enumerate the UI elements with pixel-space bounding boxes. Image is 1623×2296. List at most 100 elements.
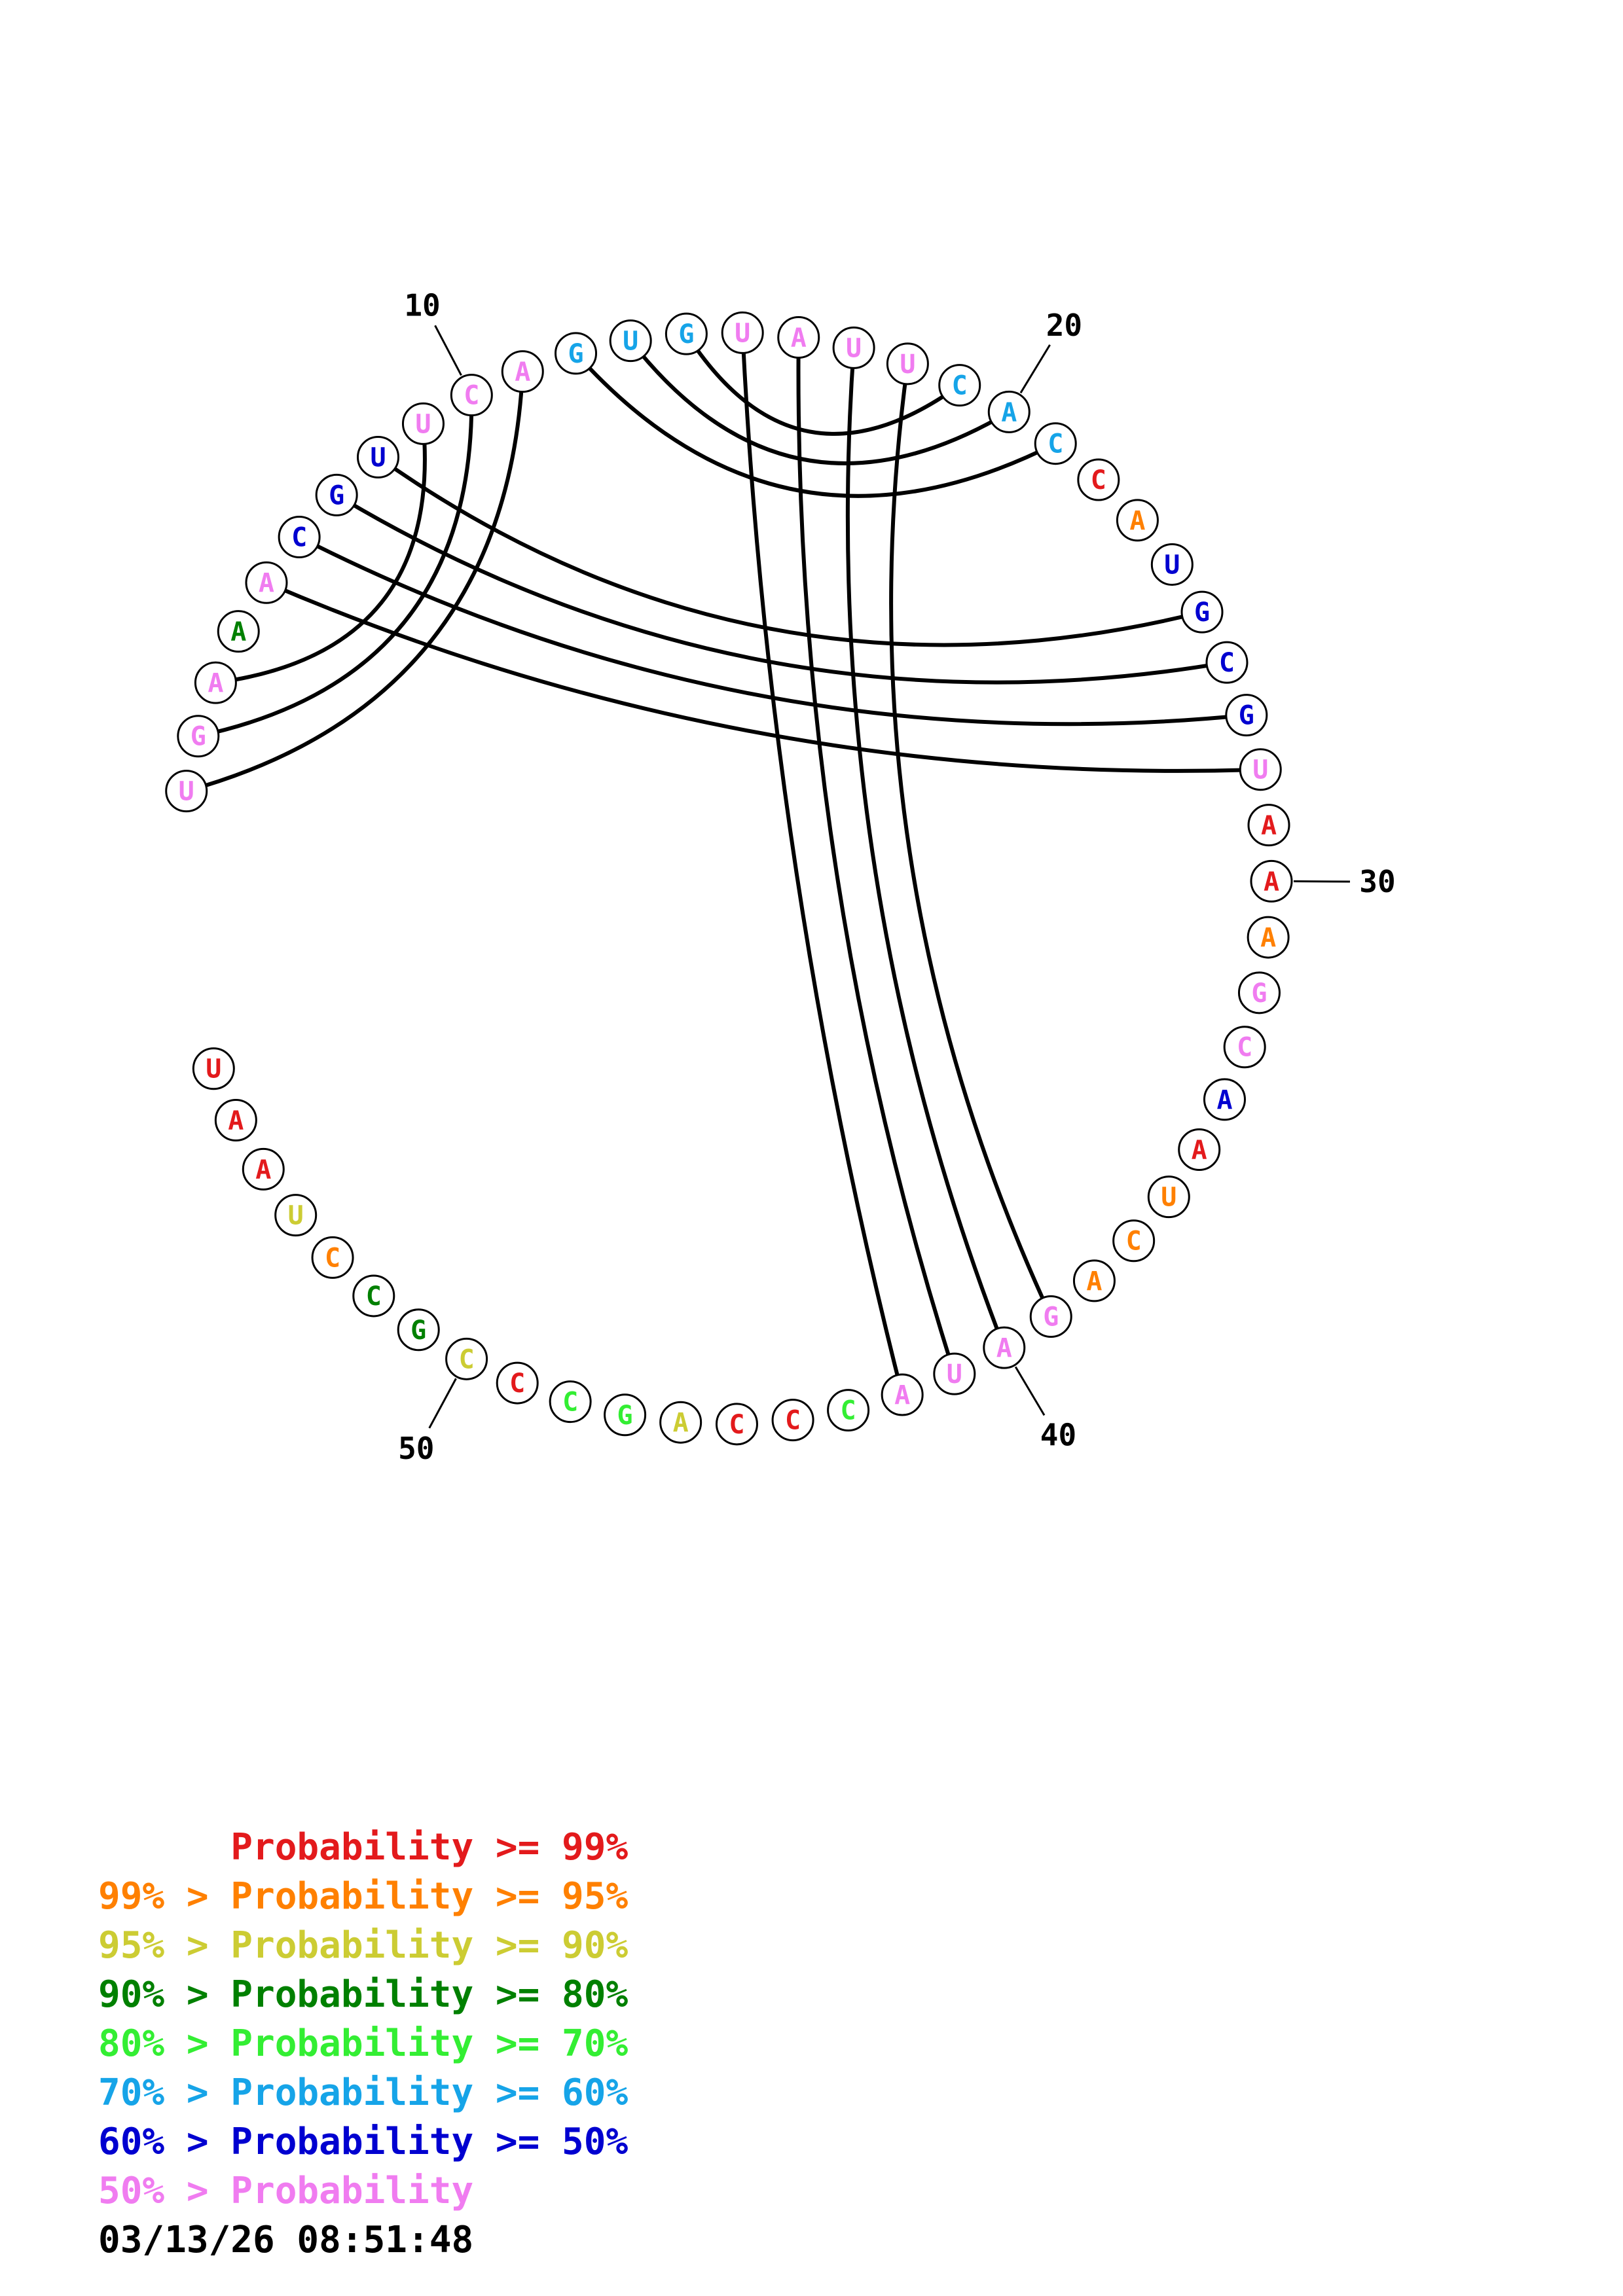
- position-number: 50: [398, 1431, 434, 1466]
- nucleotide-letter: C: [509, 1369, 525, 1399]
- nucleotide: U: [401, 402, 445, 445]
- nucleotide: U: [1147, 1175, 1190, 1219]
- position-tick: [1014, 1366, 1046, 1416]
- nucleotide-circle: [214, 1099, 257, 1142]
- nucleotide-circle: [1223, 1026, 1266, 1069]
- nucleotide: C: [352, 1274, 395, 1318]
- nucleotide-letter: A: [1260, 923, 1276, 953]
- nucleotide-circle: [357, 435, 400, 478]
- nucleotide-letter: U: [1161, 1183, 1176, 1213]
- nucleotide-circle: [933, 1352, 976, 1395]
- probability-legend: Probability >= 99% 99% > Probability >= 9…: [98, 1823, 628, 2215]
- nucleotide-circle: [1178, 1128, 1221, 1171]
- position-number: 20: [1046, 308, 1082, 343]
- nucleotide-circle: [715, 1403, 758, 1446]
- nucleotide-circle: [245, 561, 288, 604]
- nucleotide-letter: C: [952, 371, 968, 401]
- nucleotide-letter: U: [415, 409, 431, 439]
- nucleotide-circle: [987, 390, 1030, 433]
- nucleotide-circle: [1250, 859, 1293, 903]
- nucleotide-circle: [217, 610, 260, 653]
- nucleotide-circle: [445, 1337, 488, 1380]
- nucleotide-letter: A: [1216, 1085, 1232, 1115]
- nucleotide: U: [721, 311, 764, 354]
- nucleotide: U: [357, 435, 400, 478]
- position-number: 30: [1359, 864, 1395, 899]
- nucleotide-letter: G: [1251, 978, 1267, 1009]
- nucleotide-circle: [1247, 916, 1290, 959]
- nucleotide-circle: [1239, 748, 1282, 791]
- base-pair-arc: [265, 581, 1261, 773]
- nucleotide-letter: U: [846, 333, 862, 363]
- nucleotide-letter: G: [329, 480, 344, 511]
- nucleotide: C: [827, 1389, 870, 1432]
- nucleotide-letter: U: [735, 318, 750, 348]
- nucleotide: G: [1029, 1295, 1072, 1338]
- nucleotide: A: [194, 661, 237, 704]
- legend-entry: 95% > Probability >= 90%: [98, 1924, 629, 1967]
- nucleotide-letter: G: [568, 339, 583, 369]
- nucleotide-circle: [1180, 590, 1224, 634]
- nucleotide-circle: [1203, 1078, 1246, 1121]
- nucleotide-circle: [450, 374, 493, 417]
- nucleotide: A: [1247, 916, 1290, 959]
- nucleotide: C: [496, 1361, 539, 1405]
- nucleotide-circle: [194, 661, 237, 704]
- nucleotide-letter: U: [947, 1359, 962, 1390]
- nucleotide-circle: [352, 1274, 395, 1318]
- nucleotide-circle: [609, 319, 652, 363]
- nucleotide: G: [177, 715, 220, 758]
- nucleotide: A: [242, 1147, 285, 1191]
- nucleotide-letter: U: [1252, 755, 1268, 785]
- nucleotide: C: [278, 516, 321, 559]
- nucleotide-circle: [1225, 694, 1268, 737]
- nucleotide: C: [715, 1403, 758, 1446]
- nucleotide-circle: [555, 332, 598, 375]
- nucleotide-circle: [1150, 543, 1194, 586]
- nucleotide-circle: [397, 1308, 440, 1352]
- nucleotide-letter: C: [785, 1406, 801, 1436]
- nucleotide-circle: [165, 770, 208, 813]
- nucleotide-letter: A: [230, 617, 246, 647]
- nucleotide-letter: A: [1129, 506, 1145, 536]
- nucleotide-letter: G: [1239, 701, 1254, 731]
- base-pair-arc: [298, 535, 1247, 726]
- nucleotide-letter: U: [179, 777, 194, 807]
- nucleotide-letter: C: [1237, 1033, 1252, 1063]
- base-pair-arc: [215, 423, 427, 685]
- nucleotide: U: [165, 770, 208, 813]
- nucleotide-letter: A: [208, 668, 223, 698]
- nucleotide-circle: [549, 1380, 592, 1424]
- nucleotide-circle: [1147, 1175, 1190, 1219]
- nucleotide-letter: A: [228, 1106, 244, 1136]
- nucleotide: U: [1239, 748, 1282, 791]
- nucleotide-circle: [1205, 641, 1249, 684]
- nucleotide-letter: G: [1043, 1302, 1059, 1333]
- nucleotide-circle: [1077, 458, 1120, 501]
- nucleotide-circle: [501, 350, 544, 393]
- nucleotide-circle: [177, 715, 220, 758]
- nucleotide: U: [609, 319, 652, 363]
- base-pair-arc: [198, 395, 474, 738]
- nucleotide-letter: G: [410, 1316, 426, 1346]
- nucleotide: G: [1225, 694, 1268, 737]
- nucleotide-circle: [659, 1401, 702, 1444]
- nucleotide: C: [1112, 1219, 1156, 1263]
- legend-entry: Probability >= 99%: [98, 1826, 629, 1869]
- legend-entry: 50% > Probability: [98, 2170, 474, 2212]
- nucleotide: G: [315, 473, 358, 516]
- nucleotide: G: [604, 1393, 647, 1437]
- nucleotide-circle: [827, 1389, 870, 1432]
- nucleotide: C: [1034, 422, 1077, 465]
- base-pair-arc: [684, 332, 961, 436]
- legend-entry: 60% > Probability >= 50%: [98, 2121, 629, 2163]
- nucleotide: A: [1116, 499, 1159, 542]
- nucleotide-circle: [777, 316, 820, 359]
- nucleotide-letter: C: [729, 1410, 744, 1440]
- nucleotide-circle: [1034, 422, 1077, 465]
- nucleotide-letter: C: [459, 1344, 475, 1374]
- nucleotide-circle: [496, 1361, 539, 1405]
- nucleotide: A: [1250, 859, 1293, 903]
